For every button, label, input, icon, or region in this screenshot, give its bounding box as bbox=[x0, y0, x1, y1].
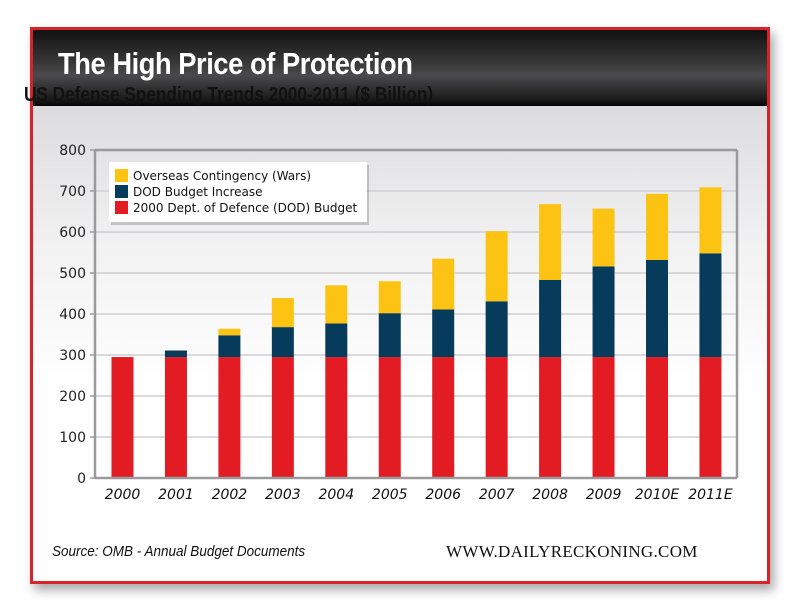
legend-label-0: Overseas Contingency (Wars) bbox=[133, 169, 311, 183]
bar-2010E-series-1 bbox=[646, 259, 668, 358]
legend-label-1: DOD Budget Increase bbox=[133, 185, 263, 199]
bar-2006-series-0 bbox=[432, 357, 455, 478]
bar-2011E-series-0 bbox=[699, 357, 722, 478]
bar-2005-series-0 bbox=[378, 357, 401, 478]
legend-label-2: 2000 Dept. of Defence (DOD) Budget bbox=[133, 201, 357, 215]
x-tick-label-2000: 2000 bbox=[105, 487, 141, 503]
page-title: The High Price of Protection bbox=[58, 46, 413, 81]
x-tick-label-2006: 2006 bbox=[425, 487, 461, 503]
bar-2005-series-2 bbox=[378, 281, 401, 314]
bar-2001-series-0 bbox=[164, 357, 187, 478]
x-tick-label-2002: 2002 bbox=[212, 487, 248, 503]
bar-2008-series-1 bbox=[539, 279, 562, 358]
bar-2004-series-0 bbox=[325, 357, 348, 478]
bar-2005-series-1 bbox=[378, 313, 401, 358]
y-tick-label-800: 800 bbox=[59, 143, 86, 159]
legend: Overseas Contingency (Wars) DOD Budget In… bbox=[109, 162, 369, 225]
x-tick-label-2008: 2008 bbox=[532, 487, 568, 503]
x-tick-labels: 2000 2001 2002 2003 2004 2005 2006 2007 2008 2009… bbox=[105, 487, 733, 503]
legend-swatch-2 bbox=[115, 201, 128, 214]
bars bbox=[111, 187, 722, 478]
bar-2004-series-1 bbox=[325, 323, 348, 358]
bar-2006-series-2 bbox=[432, 258, 455, 310]
bar-2002-series-2 bbox=[218, 328, 241, 336]
bar-2001-series-1 bbox=[164, 350, 187, 358]
y-tick-label-100: 100 bbox=[59, 430, 86, 446]
y-tick-label-600: 600 bbox=[59, 225, 86, 241]
chart-subtitle: US Defense Spending Trends 2000-2011 ($ … bbox=[24, 84, 434, 106]
bar-2009-series-2 bbox=[592, 208, 615, 267]
x-tick-label-2010E: 2010E bbox=[635, 487, 680, 503]
bar-2008-series-0 bbox=[539, 357, 562, 478]
y-tick-label-200: 200 bbox=[59, 389, 86, 405]
bar-2004-series-2 bbox=[325, 285, 348, 324]
bar-2009-series-0 bbox=[592, 357, 615, 478]
bar-2010E-series-2 bbox=[646, 193, 668, 260]
bar-2006-series-1 bbox=[432, 309, 455, 358]
bar-2002-series-1 bbox=[218, 335, 241, 358]
x-tick-label-2009: 2009 bbox=[586, 487, 622, 503]
x-tick-label-2011E: 2011E bbox=[688, 487, 733, 503]
bar-2003-series-2 bbox=[271, 298, 294, 328]
bar-2008-series-2 bbox=[539, 204, 562, 280]
y-tick-label-400: 400 bbox=[59, 307, 86, 323]
y-tick-labels: 0 100 200 300 400 500 600 700 800 bbox=[59, 143, 86, 487]
y-tick-label-300: 300 bbox=[59, 348, 86, 364]
bar-2007-series-0 bbox=[485, 357, 508, 478]
x-tick-label-2005: 2005 bbox=[372, 487, 408, 503]
y-tick-label-500: 500 bbox=[59, 266, 86, 282]
x-tick-label-2004: 2004 bbox=[318, 487, 354, 503]
bar-2000-series-0 bbox=[111, 357, 134, 478]
y-tick-label-700: 700 bbox=[59, 184, 86, 200]
bar-2011E-series-2 bbox=[699, 187, 722, 254]
bar-2011E-series-1 bbox=[699, 253, 722, 358]
bar-2009-series-1 bbox=[592, 266, 615, 358]
bar-2003-series-0 bbox=[271, 357, 294, 478]
legend-box bbox=[109, 162, 367, 222]
x-tick-label-2003: 2003 bbox=[265, 487, 301, 503]
axes bbox=[90, 148, 739, 480]
legend-swatch-0 bbox=[115, 169, 128, 182]
bar-2003-series-1 bbox=[271, 327, 294, 358]
legend-swatch-1 bbox=[115, 185, 128, 198]
y-tick-label-0: 0 bbox=[77, 471, 86, 487]
bar-2007-series-1 bbox=[485, 301, 508, 358]
site-url: WWW.DAILYRECKONING.COM bbox=[446, 542, 698, 561]
x-tick-label-2001: 2001 bbox=[158, 487, 194, 503]
source-note: Source: OMB - Annual Budget Documents bbox=[52, 543, 306, 560]
x-tick-label-2007: 2007 bbox=[479, 487, 515, 503]
bar-2007-series-2 bbox=[485, 231, 508, 302]
title-banner: The High Price of Protection bbox=[33, 30, 767, 106]
bar-2010E-series-0 bbox=[646, 357, 668, 478]
bar-2002-series-0 bbox=[218, 357, 241, 478]
